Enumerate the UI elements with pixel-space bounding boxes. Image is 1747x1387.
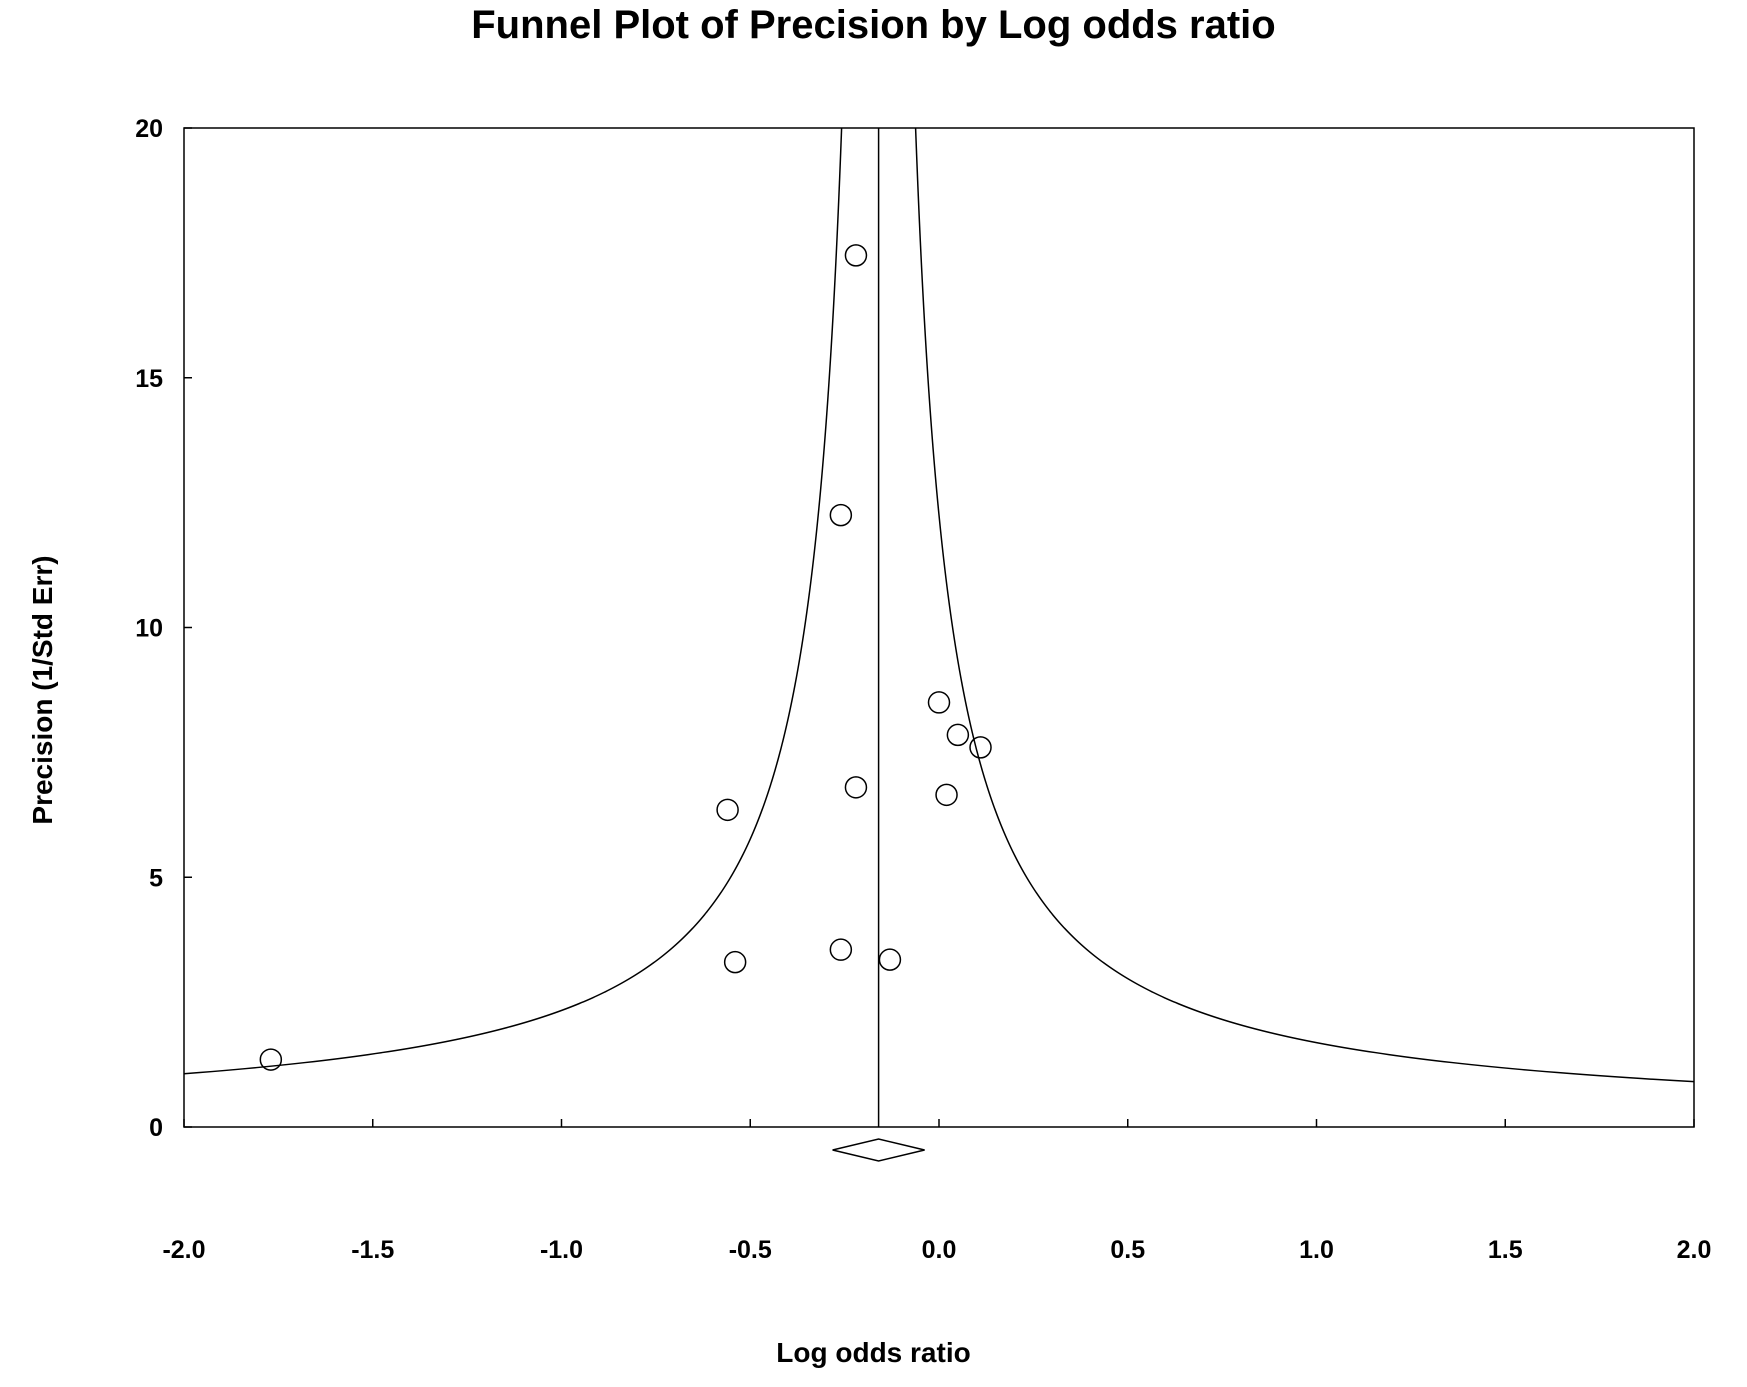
funnel-left-line [184, 128, 843, 1075]
x-tick-label: 0.5 [1110, 1236, 1145, 1264]
y-tick-label: 10 [135, 615, 163, 643]
x-tick-label: 1.5 [1488, 1236, 1523, 1264]
x-tick-label: 0.0 [922, 1236, 957, 1264]
study-point [723, 950, 747, 974]
y-tick-label: 0 [149, 1114, 163, 1142]
study-point [829, 938, 853, 961]
y-tick-label: 5 [149, 864, 163, 892]
x-tick-label: -1.0 [540, 1236, 583, 1264]
study-point [716, 798, 739, 822]
study-point [969, 736, 992, 759]
study-point [878, 948, 902, 971]
funnel-right-line [914, 128, 1694, 1083]
study-point [844, 776, 868, 799]
study-point [935, 783, 958, 807]
y-tick-label: 15 [135, 365, 163, 393]
x-tick-label: -0.5 [729, 1236, 772, 1264]
x-tick-label: 2.0 [1677, 1236, 1712, 1264]
pooled-estimate-diamond [832, 1138, 925, 1162]
study-point [829, 503, 853, 527]
x-axis-label: Log odds ratio [776, 1337, 971, 1368]
study-point [259, 1048, 283, 1071]
chart-title: Funnel Plot of Precision by Log odds rat… [471, 3, 1276, 47]
x-tick-label: 1.0 [1299, 1236, 1334, 1264]
x-tick-label: -2.0 [162, 1236, 205, 1264]
x-tick-label: -1.5 [351, 1236, 394, 1264]
study-point [927, 691, 951, 714]
plot-frame [183, 127, 1695, 1128]
y-tick-label: 20 [135, 115, 163, 143]
study-point [946, 723, 970, 747]
study-point [844, 244, 868, 267]
